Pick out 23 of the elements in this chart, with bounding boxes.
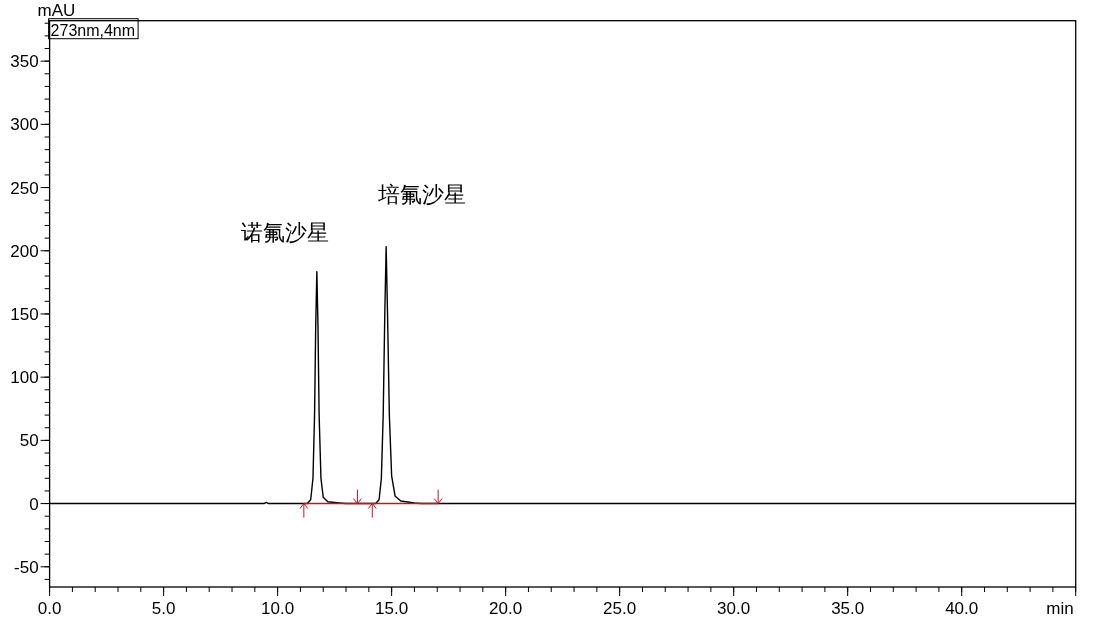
y-tick-label: -50 xyxy=(14,557,39,577)
y-tick-label: 300 xyxy=(10,115,39,135)
x-tick-label: 20.0 xyxy=(489,599,523,618)
x-tick-label: 30.0 xyxy=(717,599,751,618)
x-tick-label: 35.0 xyxy=(831,599,865,618)
y-tick-label: 200 xyxy=(10,241,39,261)
y-tick-label: 100 xyxy=(10,368,39,388)
x-tick-label: 10.0 xyxy=(261,599,295,618)
x-tick-label: 5.0 xyxy=(151,599,176,618)
x-tick-label: 15.0 xyxy=(375,599,409,618)
y-tick-label: 50 xyxy=(19,431,39,451)
y-tick-label: 150 xyxy=(10,304,39,324)
y-axis-title: mAU xyxy=(37,1,76,20)
y-tick-label: 0 xyxy=(29,494,39,514)
x-tick-label: 40.0 xyxy=(945,599,979,618)
annotation: 诺氟沙星 xyxy=(240,219,329,245)
x-tick-label: 0.0 xyxy=(37,599,62,618)
annotation: 273nm,4nm xyxy=(50,21,136,39)
y-tick-label: 350 xyxy=(10,52,39,72)
x-tick-label: 25.0 xyxy=(603,599,637,618)
annotation: 培氟沙星 xyxy=(377,181,467,207)
x-axis-title: min xyxy=(1046,599,1074,618)
y-tick-label: 250 xyxy=(10,178,39,198)
